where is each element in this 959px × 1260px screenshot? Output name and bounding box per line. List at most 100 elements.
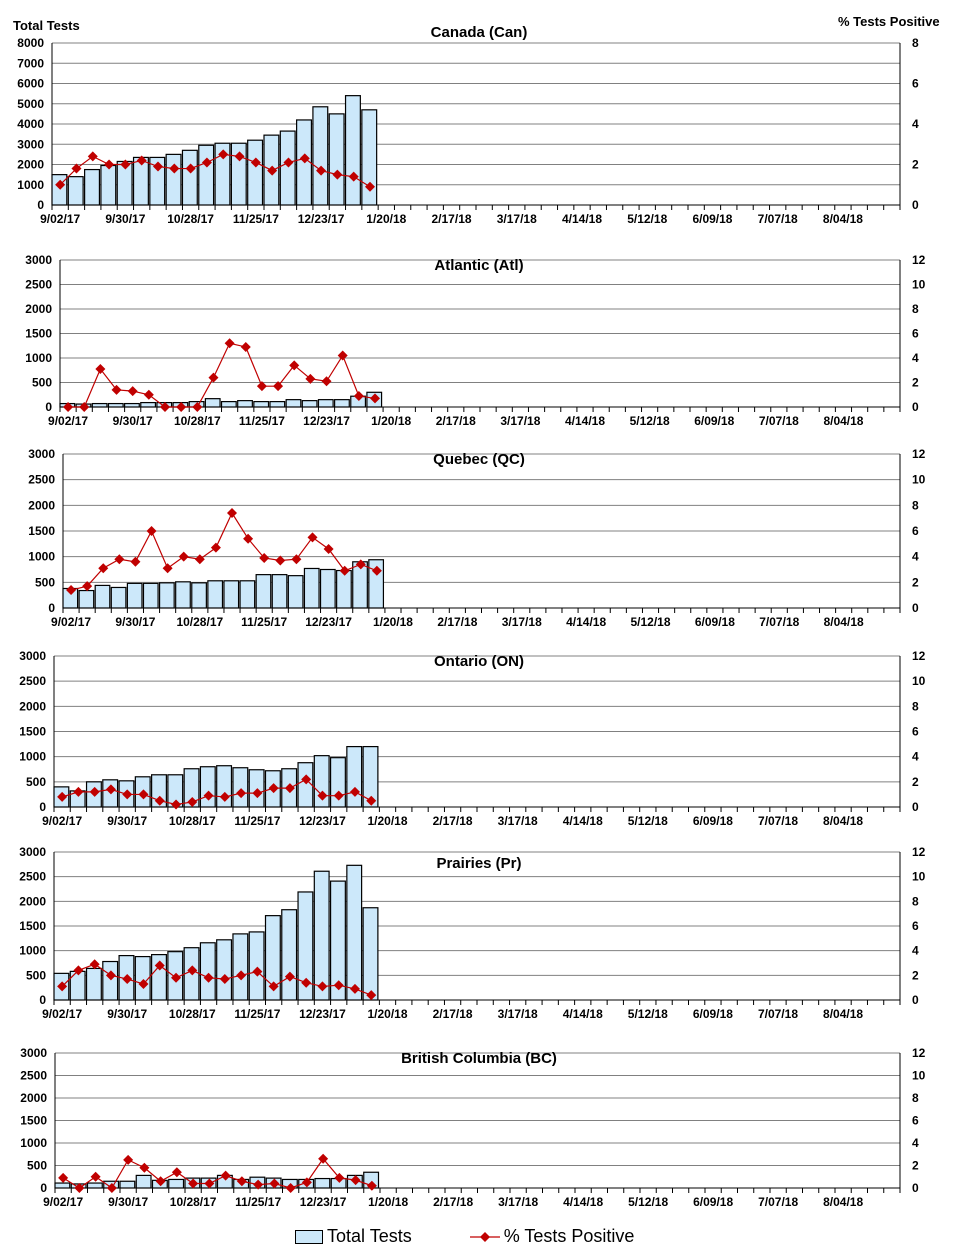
point-pct-positive — [66, 585, 77, 596]
point-pct-positive — [348, 171, 359, 182]
bar-total-tests — [91, 402, 108, 408]
x-tick-label: 9/30/17 — [115, 615, 155, 629]
bar-total-tests — [119, 1180, 136, 1189]
x-tick-label: 4/14/18 — [563, 1195, 603, 1209]
point-pct-positive — [146, 526, 157, 536]
point-pct-positive — [350, 1175, 361, 1186]
bar-total-tests — [239, 580, 256, 609]
y-tick-label: 3000 — [17, 137, 44, 151]
point-pct-positive — [203, 790, 214, 801]
y-tick-label: 0 — [39, 800, 46, 814]
point-pct-positive — [171, 1167, 182, 1178]
y-tick-label: 1000 — [17, 178, 44, 192]
bar-total-tests — [107, 402, 124, 408]
x-tick-label: 5/12/18 — [630, 615, 670, 629]
bar-total-tests — [124, 402, 140, 408]
point-pct-positive — [185, 163, 196, 174]
point-pct-positive — [275, 555, 286, 566]
x-tick-label: 12/23/17 — [303, 414, 350, 428]
x-tick-label: 4/14/18 — [565, 414, 605, 428]
bar-total-tests — [329, 880, 346, 1001]
bar-total-tests — [102, 960, 119, 1001]
y-tick-label: 3000 — [25, 253, 52, 267]
y-tick-label: 500 — [35, 575, 55, 589]
x-tick-label: 10/28/17 — [169, 814, 216, 828]
point-pct-positive — [122, 789, 133, 800]
y-tick-label: 0 — [48, 601, 55, 615]
bar-total-tests — [346, 864, 363, 1001]
point-pct-positive — [74, 1183, 85, 1193]
chart-title: Quebec (QC) — [433, 451, 525, 468]
bar-total-tests — [110, 586, 127, 609]
bar-total-tests — [85, 967, 102, 1001]
point-pct-positive — [236, 970, 247, 981]
bar-total-tests — [334, 399, 350, 408]
x-tick-label: 3/17/18 — [498, 1007, 538, 1021]
y2-tick-label: 6 — [912, 1114, 919, 1128]
y-tick-label: 1000 — [20, 1136, 47, 1150]
y2-tick-label: 0 — [912, 400, 919, 414]
y2-tick-label: 12 — [912, 1046, 926, 1060]
y2-tick-label: 12 — [912, 447, 926, 461]
point-pct-positive — [305, 373, 316, 384]
point-pct-positive — [366, 990, 377, 1001]
point-pct-positive — [63, 402, 74, 412]
x-tick-label: 9/30/17 — [107, 1007, 147, 1021]
y2-tick-label: 8 — [912, 302, 919, 316]
x-tick-label: 11/25/17 — [241, 615, 287, 629]
y-tick-label: 6000 — [17, 77, 44, 91]
y2-tick-label: 10 — [912, 278, 926, 292]
x-tick-label: 6/09/18 — [693, 1195, 733, 1209]
panel-3: 0 500 1000 1500 2000 2500 3000 0 2 4 6 8 10 12 9/02/17… — [19, 649, 925, 828]
bar-total-tests — [248, 769, 265, 808]
point-pct-positive — [285, 1183, 296, 1193]
point-pct-positive — [283, 157, 294, 168]
bar-total-tests — [352, 561, 368, 609]
bar-total-tests — [204, 398, 221, 408]
bar-total-tests — [255, 574, 272, 609]
bar-total-tests — [198, 144, 215, 206]
y-tick-label: 0 — [45, 400, 52, 414]
x-tick-label: 5/12/18 — [630, 414, 670, 428]
point-pct-positive — [333, 980, 344, 991]
point-pct-positive — [316, 165, 327, 176]
point-pct-positive — [204, 1178, 215, 1189]
y-tick-label: 1000 — [28, 550, 55, 564]
bar-total-tests — [181, 149, 198, 206]
bar-total-tests — [287, 575, 304, 609]
bar-total-tests — [336, 569, 352, 609]
bar-total-tests — [269, 401, 286, 408]
legend-line-swatch — [469, 1231, 500, 1242]
y2-tick-label: 4 — [912, 750, 919, 764]
bar-total-tests — [279, 130, 296, 206]
point-pct-positive — [203, 972, 214, 983]
bar-total-tests — [237, 400, 253, 408]
point-pct-positive — [201, 157, 212, 168]
bar-total-tests — [361, 109, 378, 206]
y-tick-label: 3000 — [20, 1046, 47, 1060]
bar-total-tests — [126, 582, 143, 609]
x-tick-label: 3/17/18 — [502, 615, 542, 629]
point-pct-positive — [187, 965, 198, 976]
bar-total-tests — [319, 568, 336, 609]
bar-total-tests — [86, 1182, 103, 1189]
legend: Total Tests % Tests Positive — [295, 1226, 634, 1247]
x-tick-label: 11/25/17 — [235, 1195, 281, 1209]
point-pct-positive — [269, 1178, 280, 1189]
bar-total-tests — [158, 582, 175, 609]
point-pct-positive — [227, 508, 238, 519]
point-pct-positive — [284, 971, 295, 982]
y2-tick-label: 2 — [912, 775, 919, 789]
x-tick-label: 6/09/18 — [694, 414, 734, 428]
y-tick-label: 500 — [26, 968, 46, 982]
point-pct-positive — [160, 402, 170, 412]
point-pct-positive — [136, 155, 147, 166]
point-pct-positive — [73, 786, 84, 797]
point-pct-positive — [127, 386, 138, 397]
bar-total-tests — [175, 581, 191, 609]
point-pct-positive — [208, 372, 219, 383]
y-tick-label: 2000 — [20, 1091, 47, 1105]
y2-tick-label: 12 — [912, 253, 926, 267]
y-tick-label: 500 — [27, 1159, 47, 1173]
